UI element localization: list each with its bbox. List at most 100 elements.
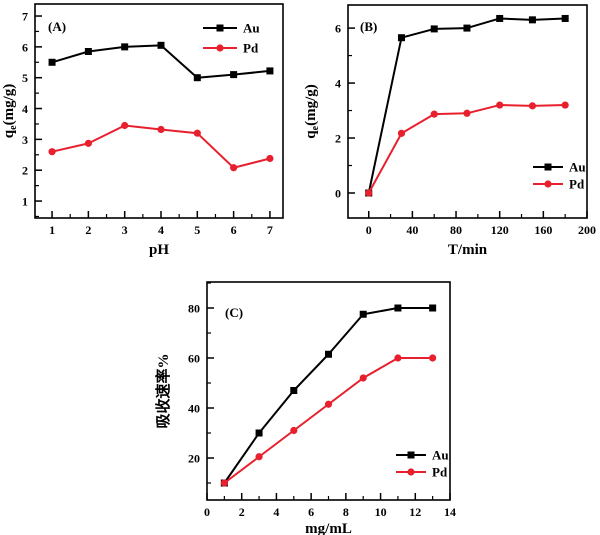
legend-marker-au [407,451,415,459]
data-point-au [290,387,298,394]
y-tick-label: 3 [22,133,28,147]
legend-marker-pd [544,180,552,188]
data-point-pd [157,125,165,134]
data-point-au [496,14,504,22]
data-point-pd [365,189,373,197]
data-point-au [48,58,56,66]
chart-svg-b: 0 40 80 120 160 200 0 2 4 6 T/min qe(mg/g) (B) Au Pd [303,4,596,258]
plot-frame [34,3,284,219]
y-tick-label: 5 [22,71,28,85]
data-point-pd [266,154,274,163]
y-tick-label: 6 [22,40,28,54]
data-point-au [397,34,405,42]
x-tick-label: 8 [343,505,349,519]
data-point-au [394,304,402,312]
y-tick-label: 0 [335,186,341,200]
y-axis-label: qe(mg/g) [1,84,19,138]
data-point-pd [220,479,228,487]
x-tick-label: 0 [204,505,210,519]
y-axis-label: 吸收速率% [154,353,172,428]
x-axis-label: T/min [448,242,488,258]
y-tick-label: 4 [335,77,341,91]
y-tick-label: 2 [22,164,28,178]
legend-label-pd: Pd [569,177,585,192]
x-tick-label: 3 [122,223,128,237]
y-axis-label: qe(mg/g) [303,84,321,138]
legend-label-au: Au [243,21,260,36]
x-tick-label: 6 [308,505,314,519]
x-tick-label: 10 [375,505,387,519]
data-point-pd [496,101,504,109]
x-tick-label: 0 [366,223,372,237]
series-line-pd [223,357,433,484]
x-tick-label: 5 [194,223,200,237]
legend-label-pd: Pd [432,465,448,480]
x-tick-label: 7 [267,223,273,237]
legend-marker-pd [216,44,224,52]
data-point-au [463,24,471,32]
y-tick-label: 1 [22,195,28,209]
data-point-au [121,43,129,51]
panel-label: (B) [360,19,377,34]
x-tick-label: 6 [231,223,237,237]
data-point-au [359,310,367,318]
legend: Au Pd [203,21,260,56]
data-point-pd [193,129,201,137]
x-tick-label: 4 [158,223,164,237]
y-tick-label: 4 [22,102,28,116]
legend: Au Pd [533,160,586,192]
data-point-pd [255,453,263,461]
x-tick-label: 2 [239,505,245,519]
x-tick-label: 200 [578,223,596,237]
x-tick-label: 40 [406,223,418,237]
data-point-au [255,429,263,437]
data-point-au [325,350,332,358]
data-point-pd [397,129,406,137]
x-tick-label: 12 [409,505,421,519]
data-point-au [528,16,536,24]
legend-marker-pd [407,468,415,476]
panel-label: (A) [48,19,66,34]
data-point-pd [290,426,298,435]
x-tick-label: 2 [85,223,91,237]
x-tick-label: 4 [273,505,279,519]
legend-marker-au [216,24,224,32]
y-tick-label: 60 [188,352,200,366]
data-point-pd [561,101,569,109]
data-point-pd [394,354,402,362]
data-point-pd [84,139,92,147]
chart-svg-a: 1 2 3 4 5 6 7 1 2 3 4 5 6 7 pH qe(mg/g) (A) Au Pd [1,3,284,258]
y-tick-label: 40 [188,402,200,416]
x-axis-label: pH [149,242,169,258]
data-point-pd [430,110,438,118]
x-tick-label: 14 [444,505,456,519]
data-point-au [157,41,165,49]
plot-frame [347,4,588,219]
data-point-pd [528,102,537,110]
legend-marker-au [544,163,552,171]
legend-label-au: Au [432,448,449,463]
chart-svg-c: 0 2 4 6 8 10 12 14 20 40 60 80 mg/mL 吸收速率% (C) Au Pd [154,281,456,535]
series-line-pd [367,104,566,194]
legend: Au Pd [396,448,449,480]
data-point-pd [121,121,129,130]
data-point-au [430,25,438,33]
data-point-au [266,67,274,75]
x-axis-label: mg/mL [305,521,352,535]
y-tick-label: 7 [22,10,28,24]
data-point-pd [324,400,333,408]
data-point-au [193,74,201,82]
data-point-pd [359,374,367,382]
y-tick-label: 6 [335,22,341,36]
x-tick-label: 120 [491,223,509,237]
chart-panel-a: 1 2 3 4 5 6 7 1 2 3 4 5 6 7 pH qe(mg/g) (A) Au Pd [0,0,300,262]
data-point-au [84,47,92,55]
data-point-pd [429,354,437,362]
data-point-au [429,304,437,312]
x-tick-label: 80 [450,223,462,237]
chart-panel-b: 0 40 80 120 160 200 0 2 4 6 T/min qe(mg/g) (B) Au Pd [300,0,600,262]
data-point-pd [463,109,471,117]
plot-frame [206,281,451,501]
series-line-au [51,44,271,79]
